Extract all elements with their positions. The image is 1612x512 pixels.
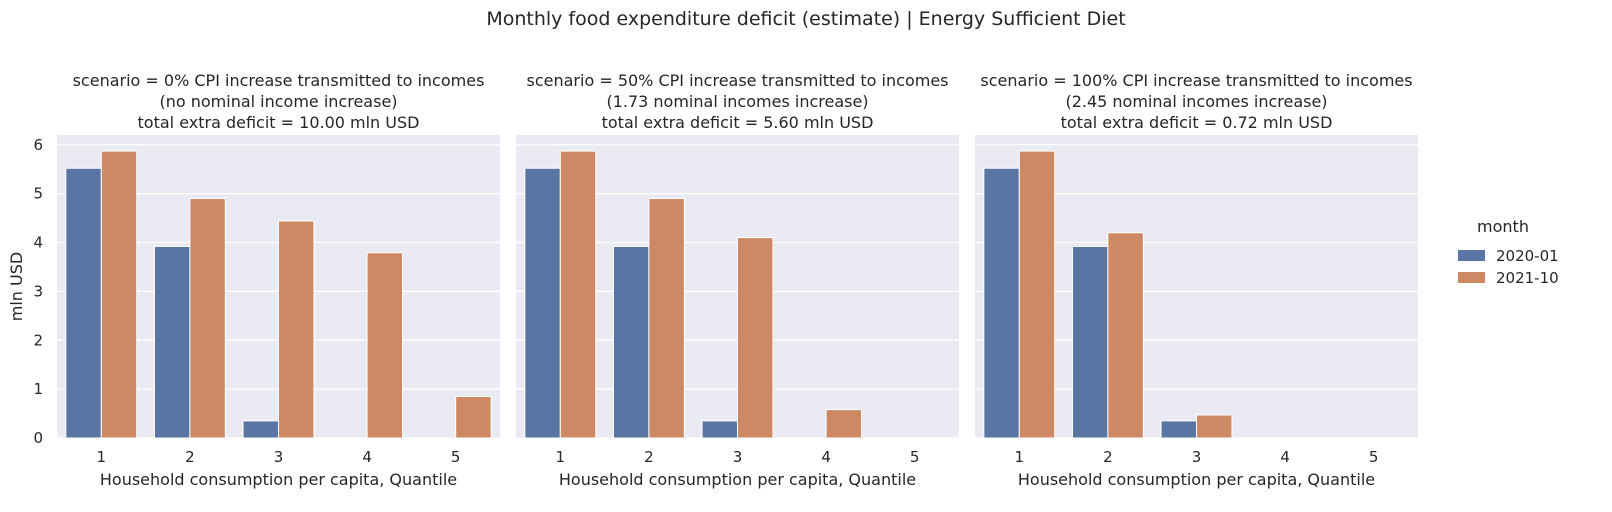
bar-2021-10-q1: [100, 150, 138, 439]
legend-title: month: [1477, 217, 1529, 236]
x-tick-label: 5: [1369, 448, 1379, 466]
bar-2021-10-q5: [455, 395, 492, 439]
panel-title-line: scenario = 100% CPI increase transmitted…: [980, 71, 1412, 90]
panel-2: scenario = 50% CPI increase transmitted …: [516, 71, 959, 489]
legend-label: 2021-10: [1496, 269, 1559, 287]
x-tick-label: 2: [644, 448, 654, 466]
y-axis-label: mln USD: [7, 252, 26, 321]
y-tick-label: 5: [33, 185, 43, 203]
panel-title-line: (2.45 nominal incomes increase): [1065, 92, 1327, 111]
y-tick-label: 2: [33, 331, 43, 349]
bar-2020-01-q2: [1071, 245, 1109, 439]
panel-3: scenario = 100% CPI increase transmitted…: [975, 71, 1418, 489]
bar-2021-10-q2: [1107, 232, 1144, 439]
legend-label: 2020-01: [1496, 247, 1559, 265]
x-tick-label: 1: [556, 448, 566, 466]
bar-2020-01-q3: [242, 420, 279, 439]
bar-2020-01-q2: [612, 245, 650, 439]
x-tick-label: 3: [274, 448, 284, 466]
x-tick-label: 5: [451, 448, 461, 466]
panel-title-line: scenario = 50% CPI increase transmitted …: [527, 71, 949, 90]
panels: 0 1 2 3 4 5 6 mln USD scenario = 0% CPI increase…: [7, 71, 1418, 489]
panel-title-line: total extra deficit = 10.00 mln USD: [138, 113, 420, 132]
x-tick-label: 2: [1103, 448, 1113, 466]
x-tick-label: 4: [1280, 448, 1290, 466]
x-tick-label: 4: [362, 448, 372, 466]
panel-title-line: (no nominal income increase): [159, 92, 397, 111]
x-axis-label: Household consumption per capita, Quanti…: [559, 470, 916, 489]
panel-1: 0 1 2 3 4 5 6 mln USD scenario = 0% CPI increase…: [7, 71, 500, 489]
y-tick-label: 1: [33, 380, 43, 398]
bar-2021-10-q1: [1018, 150, 1056, 439]
bar-2021-10-q2: [189, 198, 226, 439]
y-tick-label: 4: [33, 234, 43, 252]
bar-2021-10-q2: [648, 198, 685, 439]
bar-2021-10-q3: [737, 237, 774, 439]
legend: month 2020-01 2021-10: [1458, 217, 1559, 287]
panel-title-line: (1.73 nominal incomes increase): [606, 92, 868, 111]
bar-2021-10-q3: [1196, 414, 1233, 439]
legend-swatch: [1458, 250, 1485, 261]
panel-title-line: total extra deficit = 5.60 mln USD: [602, 113, 874, 132]
x-tick-label: 5: [910, 448, 920, 466]
bar-2021-10-q4: [825, 409, 863, 439]
panel-title-line: scenario = 0% CPI increase transmitted t…: [73, 71, 485, 90]
bar-2020-01-q2: [153, 245, 191, 439]
x-tick-label: 2: [185, 448, 195, 466]
bar-2020-01-q1: [524, 167, 561, 439]
y-tick-label: 6: [33, 136, 43, 154]
x-axis-label: Household consumption per capita, Quanti…: [1018, 470, 1375, 489]
y-tick-label: 3: [33, 282, 43, 300]
bar-2021-10-q4: [366, 252, 404, 439]
x-tick-label: 1: [1015, 448, 1025, 466]
legend-swatch: [1458, 272, 1485, 283]
panel-title-line: total extra deficit = 0.72 mln USD: [1061, 113, 1333, 132]
chart-suptitle: Monthly food expenditure deficit (estima…: [486, 8, 1125, 30]
x-tick-label: 4: [821, 448, 831, 466]
x-tick-label: 3: [1192, 448, 1202, 466]
x-axis-label: Household consumption per capita, Quanti…: [100, 470, 457, 489]
bar-2020-01-q3: [701, 420, 738, 439]
bar-2020-01-q3: [1160, 420, 1198, 439]
bar-2020-01-q1: [983, 167, 1020, 439]
x-tick-label: 3: [733, 448, 743, 466]
bar-2021-10-q1: [559, 150, 597, 439]
bar-2020-01-q1: [65, 167, 102, 439]
bar-2021-10-q3: [278, 220, 315, 439]
y-tick-label: 0: [33, 429, 43, 447]
x-tick-label: 1: [97, 448, 107, 466]
